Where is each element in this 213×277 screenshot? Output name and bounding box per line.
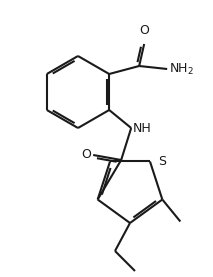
Text: O: O	[81, 148, 91, 161]
Text: NH$_2$: NH$_2$	[169, 61, 194, 76]
Text: O: O	[139, 24, 149, 37]
Text: S: S	[158, 155, 166, 168]
Text: NH: NH	[133, 122, 152, 135]
